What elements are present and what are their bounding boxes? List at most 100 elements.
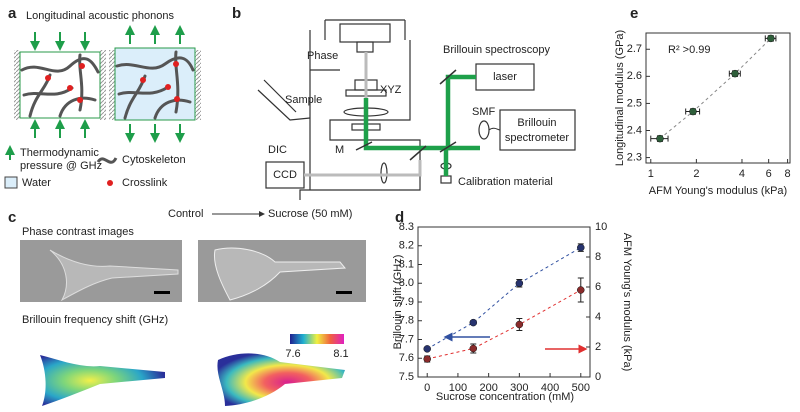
- panel-label: e: [630, 5, 638, 22]
- wall: [14, 50, 20, 120]
- panel-c: c Control Sucrose (50 mM) Phase contrast…: [8, 208, 366, 406]
- point: [577, 286, 585, 294]
- panel-title: Longitudinal acoustic phonons: [26, 10, 175, 22]
- point: [689, 107, 697, 116]
- point: [515, 279, 524, 287]
- heatmap: [40, 355, 165, 406]
- y-tick-label: 7.8: [399, 315, 414, 327]
- point: [469, 318, 478, 327]
- label: laser: [493, 71, 517, 83]
- y2-tick-label: 10: [595, 221, 607, 233]
- label: DIC: [268, 144, 287, 156]
- y2-axis-title: AFM Young's modulus (kPa): [621, 233, 633, 371]
- scale-bar: [154, 291, 170, 294]
- point: [656, 134, 664, 143]
- wall: [195, 50, 201, 120]
- x-axis-title: Sucrose concentration (mM): [436, 391, 574, 403]
- fiber: [488, 127, 501, 131]
- panel-a: a Longitudinal acoustic phonons Thermody…: [4, 5, 201, 189]
- y2-tick-label: 2: [595, 341, 601, 353]
- y2-tick-label: 8: [595, 251, 601, 263]
- heatmap: [217, 353, 345, 406]
- legend-label: Thermodynamic: [20, 147, 99, 159]
- x-axis-title: AFM Young's modulus (kPa): [649, 185, 787, 197]
- y-tick-label: 8.1: [399, 258, 414, 270]
- x-tick-label: 400: [541, 382, 559, 394]
- crosslinks: [45, 61, 180, 103]
- y2-tick-label: 6: [595, 281, 601, 293]
- colorbar-label: 7.6: [285, 348, 300, 360]
- label: CCD: [273, 169, 297, 181]
- panel-label: d: [395, 209, 404, 226]
- panel-label: c: [8, 209, 16, 226]
- label: SMF: [472, 106, 496, 118]
- y-tick-label: 7.7: [399, 333, 414, 345]
- label: Control: [168, 208, 203, 220]
- x-tick-label: 500: [572, 382, 590, 394]
- point: [515, 320, 524, 329]
- laser-path: [363, 74, 480, 176]
- label: Phase contrast images: [22, 226, 134, 238]
- y-tick-label: 2.6: [627, 70, 642, 82]
- point: [577, 243, 585, 252]
- label: M: [335, 144, 344, 156]
- y-axis-title: Brillouin shift (GHz): [392, 255, 404, 350]
- y-tick-label: 2.3: [627, 151, 642, 163]
- y-axis-title: Longitudinal modulus (GPa): [614, 30, 626, 166]
- panel-label: a: [8, 5, 17, 22]
- point: [469, 344, 478, 353]
- x-tick-label: 200: [479, 382, 497, 394]
- legend-crosslink: [107, 180, 113, 186]
- annotation: R² >0.99: [668, 44, 711, 56]
- colorbar-label: 8.1: [333, 348, 348, 360]
- fit-line: [426, 247, 582, 350]
- wall: [100, 50, 106, 120]
- y2-tick-label: 4: [595, 311, 601, 323]
- label: Sample: [285, 94, 322, 106]
- cytoskeleton: [20, 50, 195, 120]
- legend-label: Cytoskeleton: [122, 154, 186, 166]
- legend-cytoskeleton: [96, 157, 118, 164]
- label: spectrometer: [505, 132, 570, 144]
- legend-label: Water: [22, 177, 51, 189]
- point: [731, 69, 739, 78]
- colorbar: [290, 334, 344, 344]
- panel-label: b: [232, 5, 241, 22]
- cell: [213, 247, 347, 301]
- y-tick-label: 2.4: [627, 124, 642, 136]
- y-tick-label: 2.5: [627, 97, 642, 109]
- point: [767, 34, 775, 43]
- y-tick-label: 7.6: [399, 352, 414, 364]
- plot-frame: [417, 226, 591, 378]
- x-tick-label: 0: [424, 382, 430, 394]
- label: Brillouin spectroscopy: [443, 44, 550, 56]
- label: XYZ: [380, 84, 402, 96]
- x-tick-label: 300: [510, 382, 528, 394]
- y-tick-label: 8.3: [399, 221, 414, 233]
- x-tick-label: 8: [785, 168, 791, 180]
- label: Brillouin: [517, 117, 556, 129]
- point: [423, 345, 431, 353]
- point: [423, 355, 431, 363]
- y-tick-label: 2.7: [627, 43, 642, 55]
- legend-label: Crosslink: [122, 177, 168, 189]
- x-tick-label: 4: [739, 168, 745, 180]
- wall: [109, 50, 115, 120]
- y-tick-label: 7.9: [399, 296, 414, 308]
- x-tick-label: 100: [449, 382, 467, 394]
- panel-b: b Phase Brillouin spectroscopy Sample XY…: [232, 5, 576, 200]
- fit-line: [427, 289, 582, 360]
- legend-water: [4, 176, 18, 189]
- cell: [49, 249, 179, 302]
- y-tick-label: 8.0: [399, 277, 414, 289]
- label: Brillouin frequency shift (GHz): [22, 314, 168, 326]
- scale-bar: [336, 291, 352, 294]
- x-tick-label: 6: [766, 168, 772, 180]
- pressure-arrows: [30, 25, 185, 143]
- y2-tick-label: 0: [595, 371, 601, 383]
- label: Sucrose (50 mM): [268, 208, 352, 220]
- y-tick-label: 8.2: [399, 240, 414, 252]
- y-tick-label: 7.5: [399, 371, 414, 383]
- mirrors: [355, 69, 457, 161]
